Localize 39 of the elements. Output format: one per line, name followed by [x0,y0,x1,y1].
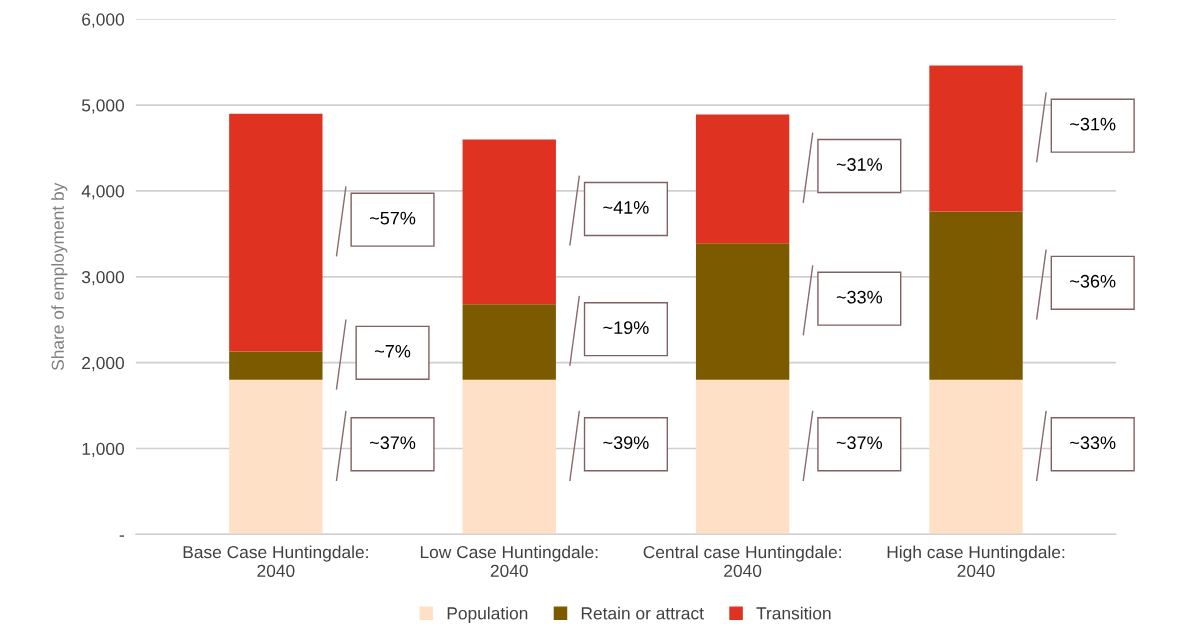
annotation: ~7% [375,344,411,358]
x-tick-label: Base Case Huntingdale: 2040 [183,545,368,577]
bar [462,304,556,380]
bar [695,379,790,535]
y-tick-label: 6,000 [82,13,125,28]
annotation: ~57% [370,211,416,225]
bar [695,114,790,244]
legend-label: Transition [756,606,831,620]
bar [462,139,556,305]
y-tick-label: - [119,535,124,537]
bar [462,379,556,535]
y-tick-label: 4,000 [81,185,125,200]
x-tick-label: High case Huntingdale: 2040 [887,545,1065,577]
bar [929,211,1023,380]
legend-label: Retain or attract [581,606,704,620]
bar [229,379,323,535]
y-tick-label: 1,000 [82,442,125,458]
annotation: ~19% [603,321,649,335]
y-axis-title: Share of employment by [51,182,68,371]
bar [929,65,1023,212]
bar [229,113,323,352]
annotation: ~33% [1070,436,1116,450]
bar [929,379,1023,535]
annotation: ~31% [1070,117,1116,131]
bar [229,351,323,380]
annotation: ~36% [1070,274,1116,288]
annotation: ~37% [836,436,883,450]
annotation: ~37% [370,436,416,450]
annotation: ~33% [836,290,883,304]
x-tick-label: Low Case Huntingdale: 2040 [420,545,598,577]
annotation: ~41% [603,201,649,214]
bar [695,243,790,380]
x-tick-label: Central case Huntingdale: 2040 [643,545,841,577]
y-tick-label: 3,000 [81,270,125,286]
y-tick-label: 2,000 [82,356,125,372]
legend-label: Population [447,606,528,623]
y-tick-label: 5,000 [81,99,125,114]
annotation: ~31% [836,158,883,171]
annotation: ~39% [603,436,649,450]
